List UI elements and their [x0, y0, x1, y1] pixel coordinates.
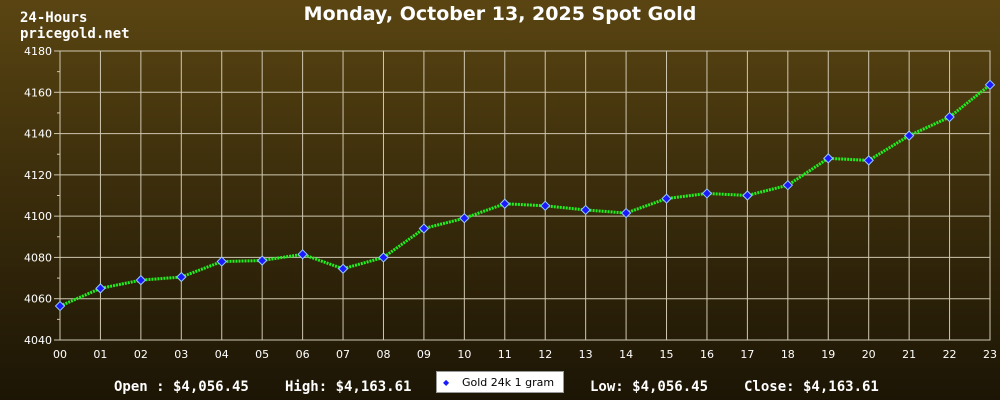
x-tick-label: 12 [538, 348, 552, 361]
data-point [216, 256, 227, 267]
data-point [984, 79, 996, 91]
x-tick-label: 15 [660, 348, 674, 361]
data-point [135, 274, 147, 286]
y-tick-label: 4040 [24, 334, 52, 347]
data-point [661, 193, 672, 204]
open-price: Open : $4,056.45 [114, 379, 249, 395]
legend-label: Gold 24k 1 gram [462, 376, 555, 389]
data-point [378, 252, 389, 263]
y-tick-label: 4120 [24, 169, 52, 182]
series-line [59, 83, 991, 308]
site-label: pricegold.net [20, 26, 130, 42]
data-point [337, 263, 349, 274]
data-point [54, 300, 66, 312]
data-point [580, 204, 591, 216]
data-point [459, 213, 470, 224]
data-point [418, 223, 430, 234]
chart-legend: ◆ Gold 24k 1 gram [436, 371, 564, 393]
x-tick-label: 09 [417, 348, 431, 361]
data-point [944, 111, 955, 123]
price-summary: Open : $4,056.45 High: $4,163.61 Low: $4… [0, 377, 1000, 397]
x-tick-label: 20 [862, 348, 876, 361]
y-tick-label: 4080 [24, 251, 52, 264]
plot-border [59, 50, 991, 341]
data-point [701, 188, 713, 199]
x-tick-label: 11 [498, 348, 512, 361]
x-tick-label: 05 [255, 348, 269, 361]
chart-title: Monday, October 13, 2025 Spot Gold [303, 3, 697, 25]
data-point [256, 255, 268, 266]
x-tick-label: 00 [53, 348, 67, 361]
data-point [782, 179, 794, 191]
low-price: Low: $4,056.45 [590, 379, 709, 395]
x-tick-label: 14 [619, 348, 633, 361]
x-tick-label: 06 [296, 348, 310, 361]
x-tick-label: 01 [93, 348, 107, 361]
period-label: 24-Hours [20, 10, 88, 26]
data-point [297, 249, 308, 260]
data-point [540, 200, 551, 212]
data-point [95, 283, 106, 294]
x-tick-label: 13 [579, 348, 593, 361]
data-point [903, 130, 915, 141]
high-price: High: $4,163.61 [285, 379, 412, 395]
y-tick-label: 4140 [24, 128, 52, 141]
chart-corner-label: 24-Hours pricegold.net [20, 10, 130, 42]
x-tick-label: 19 [821, 348, 835, 361]
data-point [499, 198, 510, 209]
data-point [620, 207, 632, 219]
x-tick-label: 07 [336, 348, 350, 361]
x-tick-label: 23 [983, 348, 997, 361]
x-tick-label: 22 [943, 348, 957, 361]
data-point [823, 153, 834, 164]
data-point [742, 190, 753, 201]
x-tick-label: 18 [781, 348, 795, 361]
x-tick-label: 08 [376, 348, 390, 361]
y-tick-label: 4180 [24, 45, 52, 58]
x-tick-label: 10 [457, 348, 471, 361]
x-tick-label: 02 [134, 348, 148, 361]
x-tick-label: 03 [174, 348, 188, 361]
legend-marker-icon: ◆ [443, 378, 450, 387]
y-tick-label: 4160 [24, 86, 52, 99]
close-price: Close: $4,163.61 [744, 379, 879, 395]
data-point [863, 155, 874, 166]
data-point [176, 271, 187, 283]
y-tick-label: 4100 [24, 210, 52, 223]
x-tick-label: 16 [700, 348, 714, 361]
x-tick-label: 04 [215, 348, 229, 361]
y-tick-label: 4060 [24, 293, 52, 306]
x-tick-label: 17 [740, 348, 754, 361]
x-tick-label: 21 [902, 348, 916, 361]
